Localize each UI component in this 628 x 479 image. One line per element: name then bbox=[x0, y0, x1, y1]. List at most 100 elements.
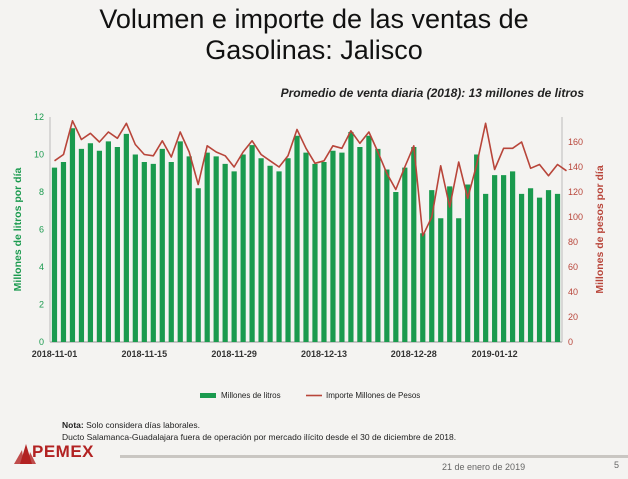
bar bbox=[447, 186, 453, 342]
bar bbox=[69, 128, 76, 342]
bar bbox=[420, 233, 426, 342]
bar bbox=[249, 145, 255, 342]
bar bbox=[168, 162, 174, 342]
bar bbox=[527, 188, 534, 342]
bar bbox=[240, 154, 246, 342]
x-tick-label: 2019-01-12 bbox=[472, 349, 518, 359]
bar bbox=[518, 193, 525, 342]
y-axis-title-right: Millones de pesos por día bbox=[594, 165, 606, 294]
bar bbox=[348, 132, 354, 342]
title-line-1: Volumen e importe de las ventas de bbox=[99, 4, 529, 34]
bar bbox=[150, 163, 156, 342]
bar bbox=[456, 218, 462, 342]
bar bbox=[285, 158, 291, 342]
y-tick-label-left: 10 bbox=[34, 150, 44, 160]
bar bbox=[132, 154, 138, 342]
bar bbox=[141, 162, 147, 342]
bar bbox=[78, 148, 85, 342]
bar bbox=[483, 193, 489, 342]
bar bbox=[366, 135, 372, 342]
y-axis-title-left: Millones de litros por día bbox=[12, 168, 24, 292]
y-tick-label-left: 8 bbox=[39, 187, 44, 197]
x-tick-label: 2018-11-01 bbox=[32, 349, 78, 359]
bar bbox=[159, 148, 165, 342]
y-tick-label-right: 100 bbox=[568, 212, 583, 222]
x-tick-label: 2018-11-29 bbox=[211, 349, 257, 359]
note-text: Solo considera días laborales. bbox=[83, 420, 200, 430]
bar bbox=[222, 163, 228, 342]
bar bbox=[438, 218, 444, 342]
bar bbox=[554, 193, 561, 342]
legend-label-bars: Millones de litros bbox=[221, 391, 281, 400]
series-line bbox=[54, 119, 567, 237]
slide-title: Volumen e importe de las ventas de Gasol… bbox=[0, 4, 628, 66]
bar bbox=[312, 163, 318, 342]
bar bbox=[393, 192, 399, 342]
bar bbox=[545, 190, 552, 342]
bar bbox=[375, 148, 381, 342]
bar bbox=[87, 143, 94, 342]
bar bbox=[303, 152, 309, 342]
bar bbox=[204, 152, 210, 342]
bar bbox=[96, 150, 103, 342]
y-tick-label-left: 6 bbox=[39, 225, 44, 235]
y-tick-label-right: 120 bbox=[568, 187, 583, 197]
note-label: Nota: bbox=[62, 420, 84, 430]
bar bbox=[411, 147, 417, 342]
y-tick-label-right: 40 bbox=[568, 287, 578, 297]
bar bbox=[177, 141, 183, 342]
bar bbox=[195, 188, 201, 342]
bar bbox=[330, 150, 336, 342]
bar bbox=[492, 175, 498, 342]
footer-date: 21 de enero de 2019 bbox=[442, 462, 526, 472]
bar bbox=[465, 184, 471, 342]
bar bbox=[402, 167, 408, 342]
legend-swatch-bars bbox=[200, 393, 216, 398]
legend-label-line: Importe Millones de Pesos bbox=[326, 391, 420, 400]
bar bbox=[51, 167, 58, 342]
bar bbox=[186, 156, 192, 342]
y-tick-label-left: 4 bbox=[39, 262, 44, 272]
bar bbox=[294, 135, 300, 342]
logo-text: PEMEX bbox=[32, 442, 95, 461]
bar bbox=[123, 133, 129, 342]
bar bbox=[105, 141, 111, 342]
bar bbox=[339, 152, 345, 342]
bar bbox=[258, 158, 264, 342]
bar bbox=[231, 171, 237, 342]
bar bbox=[60, 162, 67, 342]
y-tick-label-left: 12 bbox=[34, 112, 44, 122]
note-line-2: Ducto Salamanca-Guadalajara fuera de ope… bbox=[62, 432, 457, 442]
sales-chart: 0246810120204060801001201401602018-11-01… bbox=[12, 112, 606, 400]
bar bbox=[474, 154, 480, 342]
footer-divider bbox=[120, 455, 628, 458]
page-number: 5 bbox=[614, 460, 620, 470]
bar bbox=[384, 169, 390, 342]
y-tick-label-right: 20 bbox=[568, 312, 578, 322]
x-tick-label: 2018-11-15 bbox=[122, 349, 168, 359]
bar bbox=[357, 147, 363, 342]
y-tick-label-left: 0 bbox=[39, 337, 44, 347]
y-tick-label-right: 80 bbox=[568, 237, 578, 247]
bar bbox=[114, 147, 120, 342]
title-line-2: Gasolinas: Jalisco bbox=[205, 35, 423, 65]
y-tick-label-right: 140 bbox=[568, 162, 583, 172]
bar bbox=[321, 162, 327, 342]
chart-subtitle: Promedio de venta diaria (2018): 13 mill… bbox=[280, 86, 584, 100]
y-tick-label-right: 160 bbox=[568, 137, 583, 147]
bar bbox=[536, 197, 543, 342]
y-tick-label-right: 0 bbox=[568, 337, 573, 347]
x-tick-label: 2018-12-28 bbox=[391, 349, 437, 359]
x-tick-label: 2018-12-13 bbox=[301, 349, 347, 359]
y-tick-label-right: 60 bbox=[568, 262, 578, 272]
bar bbox=[276, 171, 282, 342]
bar bbox=[213, 156, 219, 342]
bar bbox=[509, 171, 516, 342]
bar bbox=[267, 165, 273, 342]
bar bbox=[429, 190, 435, 342]
y-tick-label-left: 2 bbox=[39, 300, 44, 310]
footnote: Nota: Solo considera días laborales. Duc… bbox=[62, 419, 456, 443]
pemex-logo-icon bbox=[14, 444, 36, 464]
bar bbox=[501, 175, 507, 342]
